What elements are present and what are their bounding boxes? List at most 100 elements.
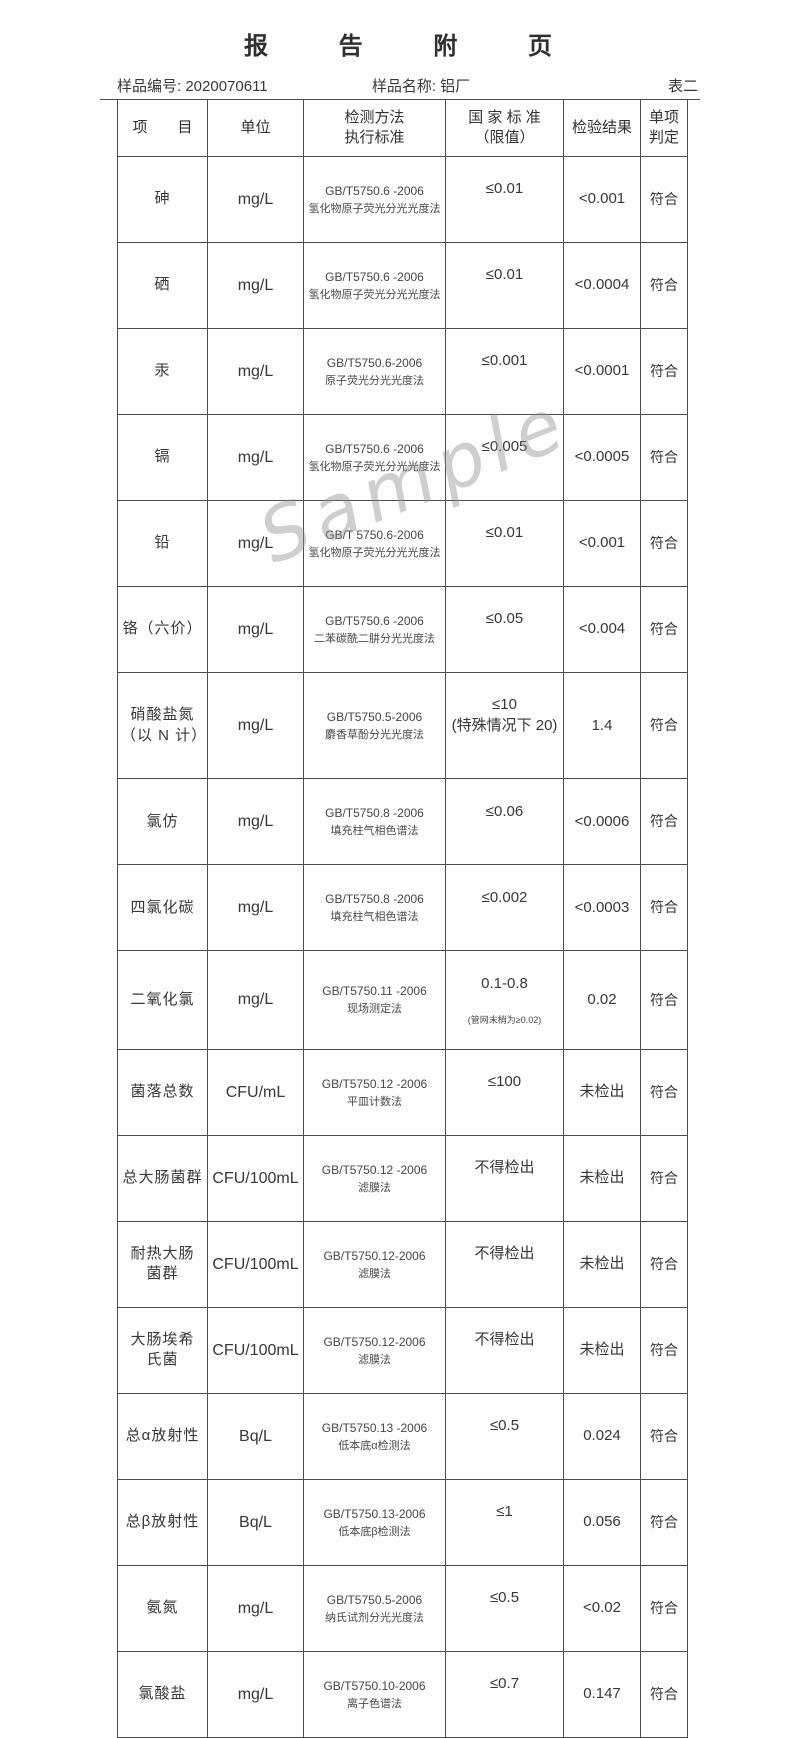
method-name: 现场测定法 <box>347 1003 402 1016</box>
method-name: 滤膜法 <box>358 1353 391 1366</box>
cell-method: GB/T5750.12 -2006 滤膜法 <box>303 1134 446 1222</box>
method-name: 原子荧光分光光度法 <box>325 374 424 387</box>
cell-unit: mg/L <box>207 414 304 501</box>
cell-unit: mg/L <box>207 242 304 329</box>
cell-limit: ≤0.01 <box>445 156 564 243</box>
method-standard: GB/T5750.6 -2006 <box>325 441 424 456</box>
limit-value: ≤0.5 <box>489 1589 520 1607</box>
method-standard: GB/T5750.11 -2006 <box>322 984 427 999</box>
cell-unit: CFU/100mL <box>207 1134 304 1222</box>
method-name: 填充柱气相色谱法 <box>330 825 419 838</box>
cell-limit: ≤1 <box>445 1478 564 1566</box>
method-name: 低本底β检测法 <box>338 1525 411 1538</box>
table-row: 耐热大肠 菌群 CFU/100mL GB/T5750.12-2006 滤膜法 不… <box>117 1220 688 1308</box>
cell-result: <0.02 <box>563 1564 641 1652</box>
cell-unit: mg/L <box>207 1650 304 1738</box>
report-page: 报 告 附 页 样品编号: 2020070611 样品名称: 铝厂 表二 Sam… <box>100 33 700 1738</box>
sample-number-label: 样品编号: <box>117 78 186 95</box>
cell-limit: ≤0.05 <box>445 586 564 673</box>
cell-result: 0.056 <box>563 1478 641 1566</box>
sample-info-row: 样品编号: 2020070611 样品名称: 铝厂 表二 <box>100 75 700 100</box>
cell-method: GB/T5750.6-2006 原子荧光分光光度法 <box>303 328 446 415</box>
method-name: 氢化物原子荧光分光光度法 <box>308 288 441 301</box>
method-standard: GB/T5750.12 -2006 <box>321 1162 428 1177</box>
method-standard: GB/T5750.8 -2006 <box>325 805 424 820</box>
cell-limit: ≤0.01 <box>445 242 564 329</box>
limit-value: ≤100 <box>487 1073 522 1091</box>
method-standard: GB/T5750.5-2006 <box>326 1592 423 1607</box>
table-row: 总大肠菌群 CFU/100mL GB/T5750.12 -2006 滤膜法 不得… <box>117 1134 688 1222</box>
header-row: 项 目 单位 检测方法 执行标准 国 家 标 准 （限值） 检验结果 单项 判定 <box>117 99 688 157</box>
table-row: 铬（六价） mg/L GB/T5750.6 -2006 二苯碳酰二肼分光光度法 … <box>117 586 688 673</box>
cell-item: 汞 <box>117 328 208 415</box>
method-standard: GB/T5750.10-2006 <box>323 1678 426 1693</box>
limit-value: ≤0.05 <box>485 610 524 628</box>
method-name: 滤膜法 <box>358 1181 391 1194</box>
cell-result: <0.001 <box>563 156 641 243</box>
cell-item: 铅 <box>117 500 208 587</box>
cell-result: <0.001 <box>563 500 641 587</box>
method-name: 氢化物原子荧光分光光度法 <box>308 460 441 473</box>
cell-result: <0.0005 <box>563 414 641 501</box>
sample-number-value: 2020070611 <box>185 78 268 95</box>
page-title: 报 告 附 页 <box>243 33 584 60</box>
table-row: 硝酸盐氮 （以 N 计） mg/L GB/T5750.5-2006 麝香草酚分光… <box>117 671 688 780</box>
cell-limit: ≤0.005 <box>445 414 564 501</box>
cell-unit: mg/L <box>207 1564 304 1652</box>
cell-judgment: 符合 <box>640 671 688 780</box>
cell-method: GB/T5750.6 -2006 氢化物原子荧光分光光度法 <box>303 242 446 329</box>
cell-judgment: 符合 <box>640 414 688 501</box>
cell-method: GB/T5750.8 -2006 填充柱气相色谱法 <box>303 778 446 866</box>
cell-item: 硒 <box>117 242 208 329</box>
method-name: 低本底α检测法 <box>338 1439 411 1452</box>
cell-unit: mg/L <box>207 778 304 866</box>
cell-result: <0.004 <box>563 586 641 673</box>
method-name: 纳氏试剂分光光度法 <box>325 1611 424 1624</box>
cell-result: <0.0004 <box>563 242 641 329</box>
limit-value: ≤0.5 <box>489 1417 520 1435</box>
cell-unit: Bq/L <box>207 1478 304 1566</box>
cell-limit: ≤0.002 <box>445 864 564 952</box>
cell-limit: 0.1-0.8 (管网末梢为≥0.02) <box>445 950 564 1050</box>
sample-number: 样品编号: 2020070611 <box>100 75 372 96</box>
cell-method: GB/T5750.6 -2006 氢化物原子荧光分光光度法 <box>303 156 446 243</box>
cell-limit: ≤0.01 <box>445 500 564 587</box>
cell-method: GB/T5750.5-2006 麝香草酚分光光度法 <box>303 671 446 780</box>
limit-value: ≤1 <box>496 1503 513 1521</box>
cell-method: GB/T5750.12-2006 滤膜法 <box>303 1306 446 1394</box>
cell-method: GB/T5750.5-2006 纳氏试剂分光光度法 <box>303 1564 446 1652</box>
method-name: 平皿计数法 <box>347 1095 402 1108</box>
cell-judgment: 符合 <box>640 1392 688 1480</box>
col-header-method: 检测方法 执行标准 <box>303 99 446 157</box>
table-row: 氨氮 mg/L GB/T5750.5-2006 纳氏试剂分光光度法 ≤0.5 <… <box>117 1564 688 1652</box>
cell-judgment: 符合 <box>640 328 688 415</box>
table-row: 四氯化碳 mg/L GB/T5750.8 -2006 填充柱气相色谱法 ≤0.0… <box>117 864 688 952</box>
cell-item: 总大肠菌群 <box>117 1134 208 1222</box>
limit-value: ≤0.06 <box>485 802 524 820</box>
cell-judgment: 符合 <box>640 1220 688 1308</box>
cell-judgment: 符合 <box>640 1478 688 1566</box>
cell-result: <0.0001 <box>563 328 641 415</box>
sample-name-value: 铝厂 <box>440 78 471 95</box>
method-standard: GB/T5750.13-2006 <box>323 1506 426 1521</box>
table-body: 砷 mg/L GB/T5750.6 -2006 氢化物原子荧光分光光度法 ≤0.… <box>117 156 688 1738</box>
cell-unit: CFU/100mL <box>207 1306 304 1394</box>
cell-unit: mg/L <box>207 156 304 243</box>
limit-value: 0.1-0.8 <box>481 974 528 992</box>
method-name: 氢化物原子荧光分光光度法 <box>308 546 441 559</box>
cell-item: 砷 <box>117 156 208 243</box>
method-standard: GB/T5750.6 -2006 <box>325 183 424 198</box>
cell-unit: mg/L <box>207 864 304 952</box>
limit-value: ≤0.01 <box>485 266 524 284</box>
cell-judgment: 符合 <box>640 1306 688 1394</box>
table-row: 二氧化氯 mg/L GB/T5750.11 -2006 现场测定法 0.1-0.… <box>117 950 688 1050</box>
cell-result: 未检出 <box>563 1048 641 1136</box>
method-name: 麝香草酚分光光度法 <box>325 728 424 741</box>
method-standard: GB/T5750.6-2006 <box>326 355 423 370</box>
table-row: 硒 mg/L GB/T5750.6 -2006 氢化物原子荧光分光光度法 ≤0.… <box>117 242 688 329</box>
cell-item: 氯仿 <box>117 778 208 866</box>
table-row: 氯酸盐 mg/L GB/T5750.10-2006 离子色谱法 ≤0.7 0.1… <box>117 1650 688 1738</box>
cell-method: GB/T5750.6 -2006 氢化物原子荧光分光光度法 <box>303 414 446 501</box>
cell-item: 铬（六价） <box>117 586 208 673</box>
method-standard: GB/T5750.12-2006 <box>323 1334 426 1349</box>
